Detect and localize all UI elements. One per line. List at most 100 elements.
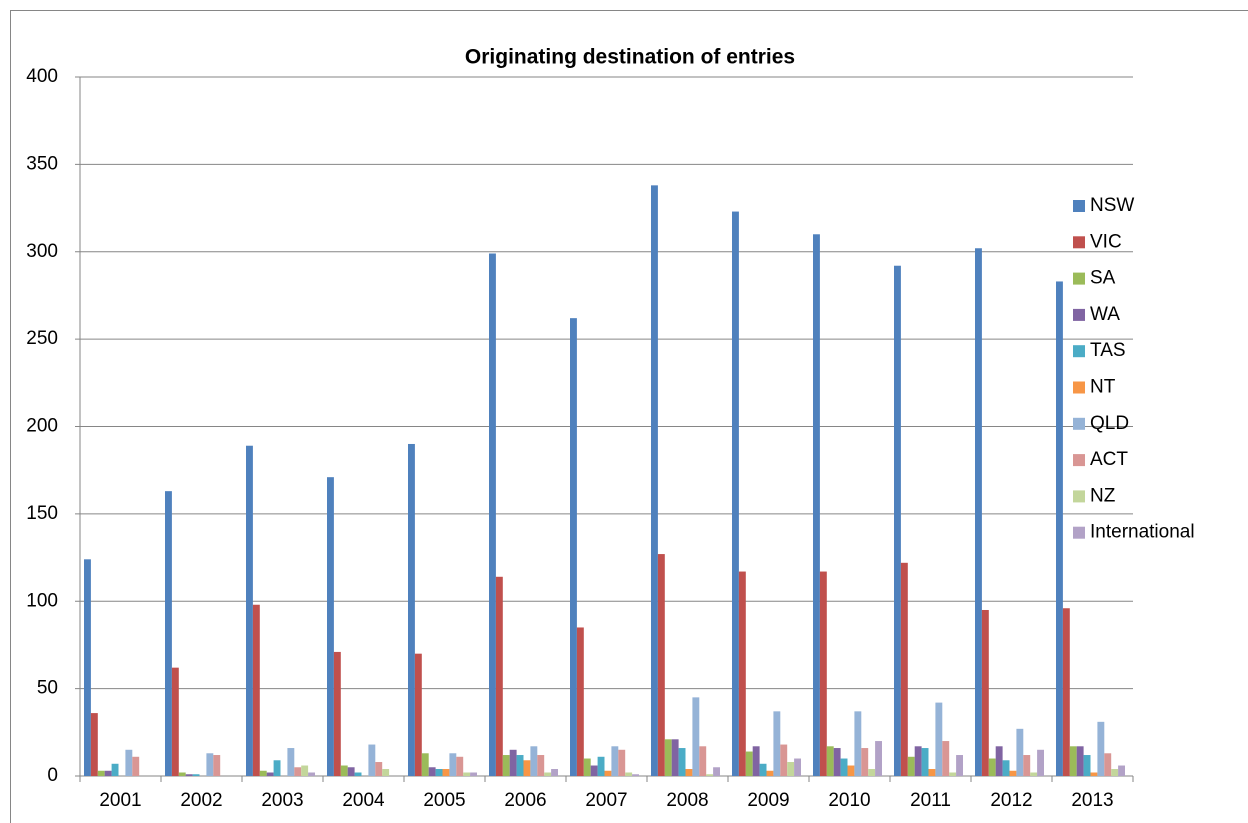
legend-label: WA — [1090, 304, 1120, 325]
bar — [604, 770, 612, 776]
bar — [840, 758, 848, 776]
bar — [956, 755, 963, 776]
bar — [340, 765, 348, 776]
y-tick-label: 350 — [26, 153, 58, 174]
bar — [651, 185, 658, 777]
bar — [819, 571, 827, 776]
bar — [125, 749, 133, 776]
bar — [570, 318, 577, 776]
y-tick-label: 0 — [47, 765, 58, 786]
bar — [1104, 753, 1112, 776]
bar — [699, 746, 707, 776]
bar — [442, 769, 450, 776]
bar — [428, 767, 436, 776]
bar — [470, 772, 477, 776]
bar — [713, 767, 720, 776]
y-tick-label: 200 — [26, 416, 58, 437]
bar — [590, 765, 598, 776]
bar — [252, 604, 260, 776]
bar — [104, 770, 112, 776]
bar — [692, 697, 700, 776]
legend-swatch — [1073, 308, 1085, 321]
bar — [435, 769, 443, 776]
bar — [975, 248, 982, 776]
bar — [1118, 765, 1125, 776]
y-tick-label: 50 — [37, 678, 58, 699]
bar — [745, 751, 753, 776]
legend-label: QLD — [1090, 413, 1129, 434]
bar — [273, 760, 281, 776]
bar — [847, 765, 855, 776]
bar — [308, 772, 315, 776]
bar — [368, 744, 376, 776]
bar — [942, 741, 950, 776]
y-tick-label: 250 — [26, 328, 58, 349]
bar — [1023, 755, 1031, 776]
bar — [97, 770, 105, 776]
bar — [738, 571, 746, 776]
bar — [995, 746, 1003, 776]
bar — [611, 746, 619, 776]
bar — [854, 711, 862, 776]
x-tick-label: 2005 — [423, 790, 465, 811]
bar — [509, 749, 517, 776]
x-tick-label: 2004 — [342, 790, 385, 811]
y-tick-label: 400 — [26, 66, 58, 87]
bar — [1016, 728, 1024, 776]
bar — [949, 772, 957, 776]
bar — [90, 713, 98, 776]
legend-label: VIC — [1090, 231, 1122, 252]
bar — [794, 758, 801, 776]
legend-label: ACT — [1090, 449, 1128, 470]
bar — [246, 445, 253, 776]
bar — [523, 760, 531, 776]
bar — [544, 772, 552, 776]
bar — [1076, 746, 1084, 776]
legend-label: NZ — [1090, 485, 1116, 506]
bar — [618, 749, 626, 776]
bar — [495, 576, 503, 776]
bar — [685, 769, 693, 776]
bar — [463, 772, 471, 776]
legend-label: NT — [1090, 377, 1116, 398]
bar — [875, 741, 882, 776]
bar — [907, 756, 915, 776]
bar — [1069, 746, 1077, 776]
bar — [787, 762, 795, 776]
bar — [1056, 281, 1063, 776]
bar — [165, 491, 172, 776]
bar — [1111, 769, 1119, 776]
bar — [551, 769, 558, 776]
bar — [759, 763, 767, 776]
bar — [456, 756, 464, 776]
bar — [766, 770, 774, 776]
y-tick-label: 150 — [26, 503, 58, 524]
bar — [826, 746, 834, 776]
bar — [489, 253, 496, 776]
bar — [333, 651, 341, 776]
bar — [671, 739, 679, 776]
bar — [833, 748, 841, 776]
bar — [111, 763, 119, 776]
bar — [732, 211, 739, 776]
legend-label: International — [1090, 522, 1195, 543]
bar — [1083, 755, 1091, 776]
x-tick-label: 2013 — [1071, 790, 1113, 811]
bar — [327, 477, 334, 776]
bar — [894, 265, 901, 776]
bar — [408, 443, 415, 776]
bar — [988, 758, 996, 776]
bar — [516, 755, 524, 776]
bar — [928, 769, 936, 776]
bar — [132, 756, 140, 776]
bar — [921, 748, 929, 776]
x-tick-label: 2008 — [666, 790, 708, 811]
bar — [935, 702, 943, 776]
chart-title: Originating destination of entries — [465, 46, 795, 69]
legend-swatch — [1073, 381, 1085, 394]
bar — [900, 562, 908, 776]
legend-swatch — [1073, 272, 1085, 285]
bar — [502, 755, 510, 776]
x-tick-label: 2007 — [585, 790, 627, 811]
